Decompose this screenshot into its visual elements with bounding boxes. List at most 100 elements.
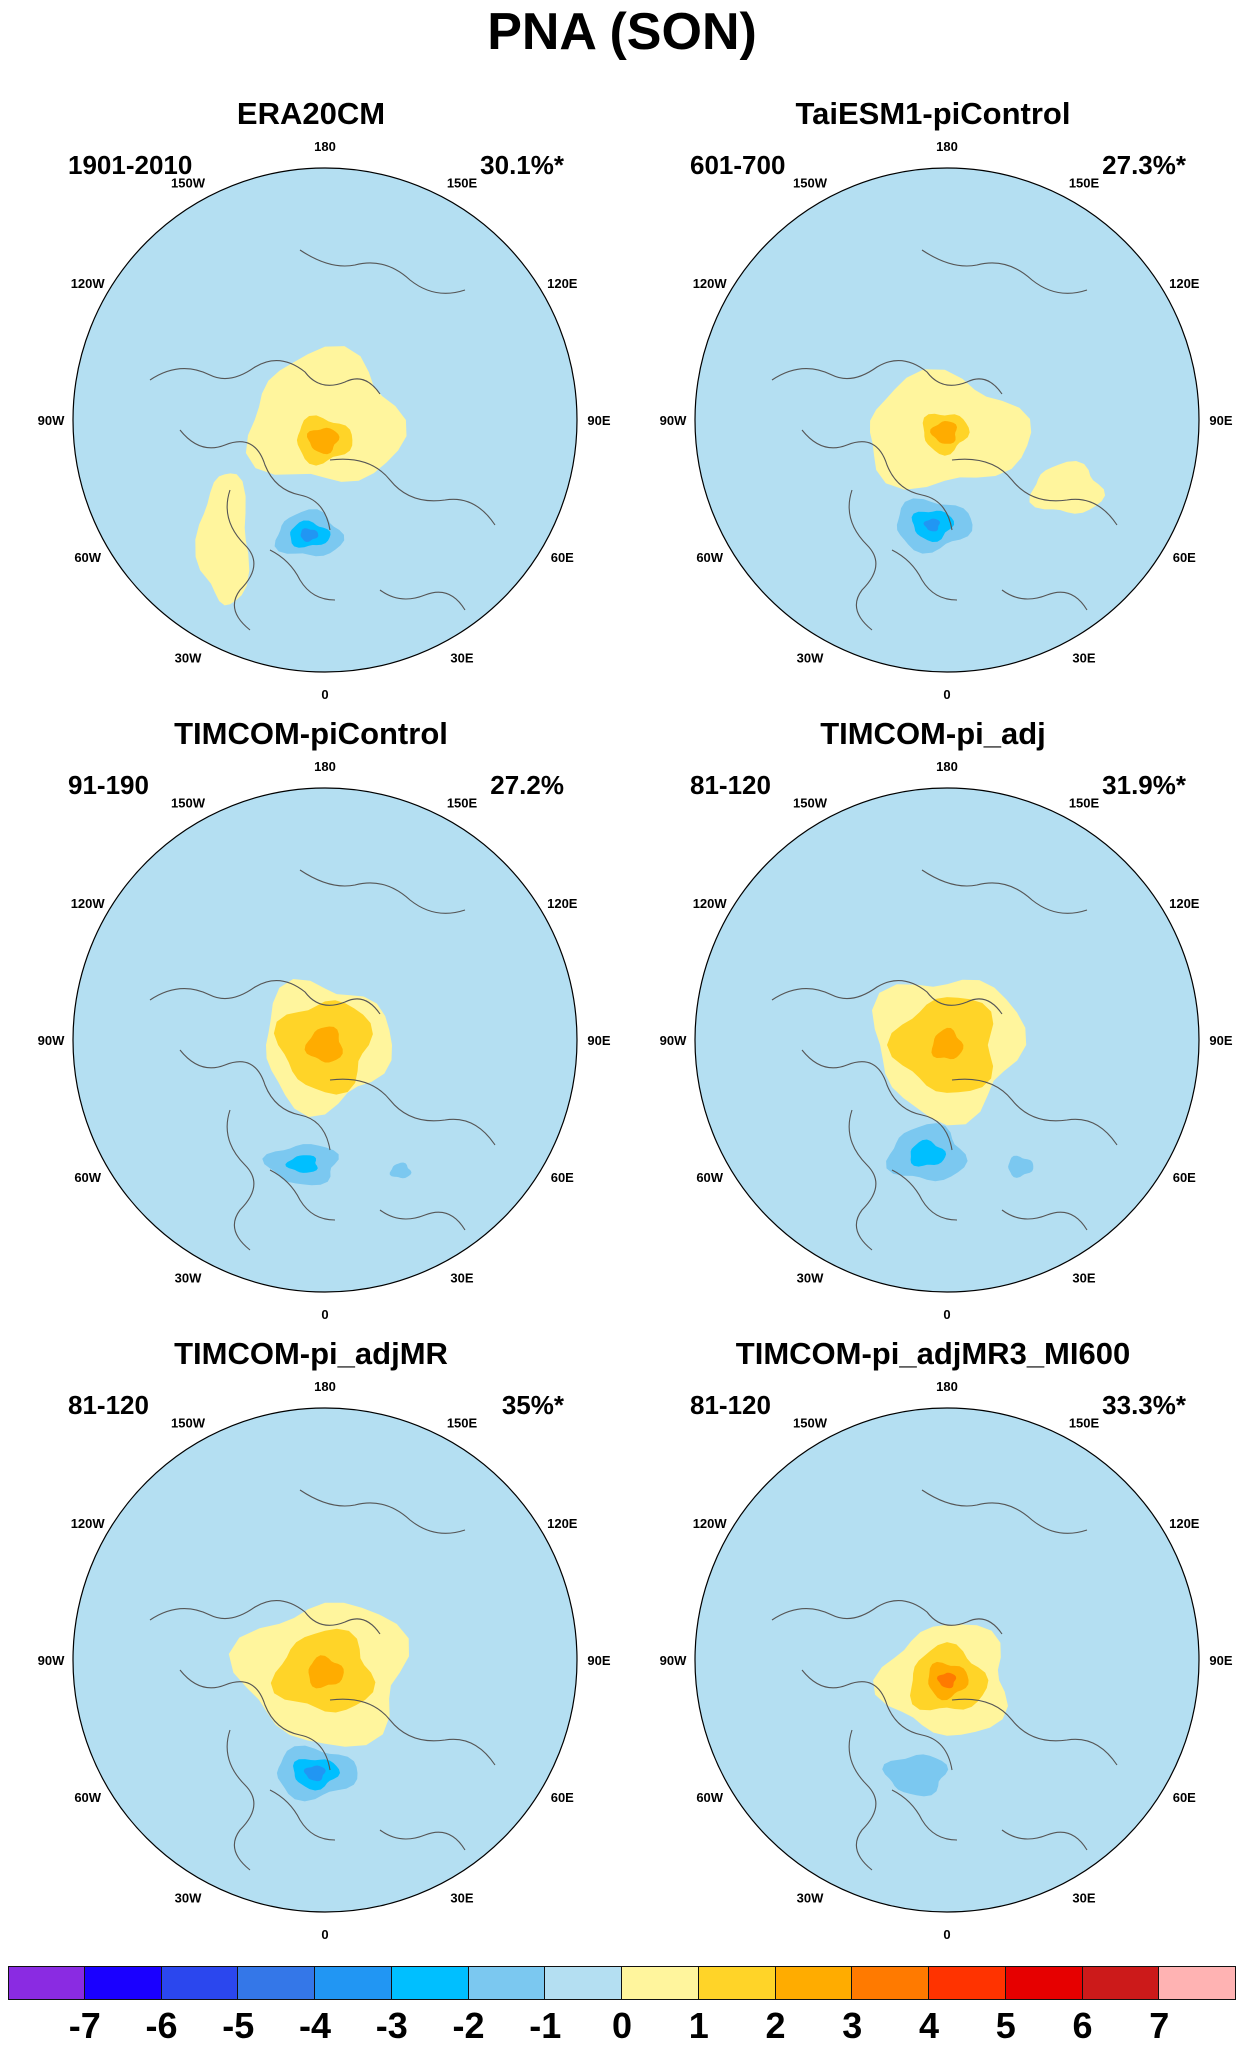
longitude-label: 150W: [793, 796, 828, 811]
panel-variance: 30.1%*: [480, 150, 564, 180]
colorbar-frame: [8, 1966, 1236, 2000]
longitude-label: 60E: [551, 550, 574, 565]
colorbar-box: [468, 1966, 546, 2000]
coastline: [269, 1789, 336, 1841]
longitude-label: 90E: [587, 1033, 610, 1048]
longitude-label: 30E: [1072, 650, 1095, 665]
longitude-label: 90E: [587, 1653, 610, 1668]
map-panel: TaiESM1-piControl 601-700 27.3%* 180 150E 120…: [622, 0, 1244, 702]
longitude-label: 60E: [551, 1170, 574, 1185]
colorbar-box: [698, 1966, 776, 2000]
panel-variance: 31.9%*: [1102, 770, 1186, 800]
coastline: [951, 458, 1118, 526]
coastline: [771, 360, 1003, 395]
colorbar-label: 5: [995, 2005, 1016, 2046]
longitude-label: 90W: [38, 1033, 65, 1048]
panel-title: TIMCOM-pi_adjMR3_MI600: [735, 1336, 1131, 1371]
polar-map: 180 150E 120E 90E 60E 30E 0 30W 60W 90W 120W 150W: [38, 759, 611, 1322]
positive-anomaly-region: [195, 473, 250, 606]
panel-variance: 33.3%*: [1102, 1390, 1186, 1420]
longitude-label: 180: [936, 1379, 958, 1394]
longitude-label: 90W: [660, 413, 687, 428]
longitude-label: 0: [321, 687, 328, 702]
longitude-label: 120E: [547, 276, 578, 291]
polar-map: 180 150E 120E 90E 60E 30E 0 30W 60W 90W 120W 150W: [38, 139, 611, 702]
colorbar-label: 3: [842, 2005, 863, 2046]
longitude-label: 60E: [1173, 1170, 1196, 1185]
longitude-label: 0: [943, 1307, 950, 1322]
colorbar-label: -5: [222, 2005, 255, 2046]
map-panel: TIMCOM-pi_adjMR3_MI600 81-120 33.3%* 180 150…: [622, 1240, 1244, 1942]
map-panel: TIMCOM-pi_adj 81-120 31.9%* 180 150E 120E 90E 6…: [622, 620, 1244, 1322]
longitude-label: 150W: [793, 1416, 828, 1431]
longitude-label: 90W: [38, 1653, 65, 1668]
map-boundary: [694, 167, 1200, 673]
coastline: [299, 249, 466, 294]
longitude-label: 90W: [38, 413, 65, 428]
longitude-label: 120W: [71, 1516, 106, 1531]
longitude-label: 120W: [693, 896, 728, 911]
colorbar-box: [622, 1966, 699, 2000]
coastline: [848, 1109, 877, 1251]
negative-anomaly-region: [285, 1155, 318, 1173]
longitude-label: 180: [314, 759, 336, 774]
positive-anomaly-region: [936, 1672, 957, 1689]
map-panel: ERA20CM 1901-2010 30.1%* 180 150E 120E 90E 60E 3…: [0, 0, 622, 702]
longitude-label: 120W: [693, 1516, 728, 1531]
longitude-label: 60E: [1173, 1790, 1196, 1805]
colorbar-label: -7: [68, 2005, 101, 2046]
coastline: [329, 1078, 496, 1146]
negative-anomaly-region: [389, 1162, 412, 1179]
colorbar-label: -6: [145, 2005, 178, 2046]
negative-anomaly-region: [910, 1139, 947, 1167]
longitude-label: 60E: [1173, 550, 1196, 565]
longitude-label: 120E: [547, 1516, 578, 1531]
positive-anomaly-region: [307, 427, 340, 455]
coastline: [329, 1698, 496, 1766]
longitude-label: 30W: [175, 650, 202, 665]
coastline: [1001, 1829, 1088, 1851]
panel-period: 81-120: [690, 770, 771, 800]
coastline: [179, 1049, 331, 1151]
coastline: [269, 1169, 336, 1221]
coastline: [226, 1109, 255, 1251]
map-boundary: [72, 1407, 578, 1913]
panel-title: TaiESM1-piControl: [795, 96, 1071, 131]
longitude-label: 120E: [1169, 1516, 1200, 1531]
coastline: [891, 1169, 958, 1221]
longitude-label: 30E: [450, 650, 473, 665]
longitude-label: 120E: [547, 896, 578, 911]
longitude-label: 30W: [797, 1270, 824, 1285]
coastline: [921, 869, 1088, 914]
coastline: [921, 1489, 1088, 1534]
polar-map: 180 150E 120E 90E 60E 30E 0 30W 60W 90W 120W 150W: [660, 759, 1233, 1322]
longitude-label: 150E: [447, 176, 478, 191]
coastline: [801, 1049, 953, 1151]
panel-period: 81-120: [68, 1390, 149, 1420]
colorbar-label: 4: [918, 2005, 940, 2046]
coastline: [179, 1669, 331, 1771]
longitude-label: 30E: [1072, 1270, 1095, 1285]
panel-variance: 27.2%: [490, 770, 564, 800]
coastline: [299, 1489, 466, 1534]
coastline: [891, 1789, 958, 1841]
longitude-label: 0: [943, 687, 950, 702]
colorbar-box: [84, 1966, 162, 2000]
longitude-label: 90W: [660, 1033, 687, 1048]
colorbar-box: [1005, 1966, 1083, 2000]
positive-anomaly-region: [245, 346, 407, 482]
longitude-label: 120E: [1169, 896, 1200, 911]
coastline: [801, 1669, 953, 1771]
longitude-label: 150W: [171, 796, 206, 811]
colorbar-label: 7: [1149, 2005, 1170, 2046]
panel-period: 81-120: [690, 1390, 771, 1420]
coastline: [149, 980, 381, 1015]
colorbar-box: [852, 1966, 929, 2000]
colorbar-box: [8, 1966, 85, 2000]
panel-period: 601-700: [690, 150, 786, 180]
colorbar-box: [929, 1966, 1006, 2000]
map-boundary: [72, 167, 578, 673]
longitude-label: 120E: [1169, 276, 1200, 291]
longitude-label: 180: [936, 139, 958, 154]
positive-anomaly-region: [304, 1026, 343, 1063]
